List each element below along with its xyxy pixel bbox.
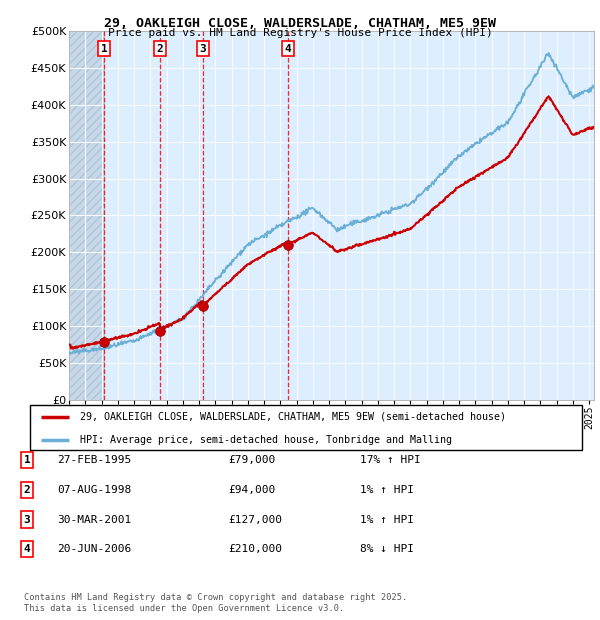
Text: 17% ↑ HPI: 17% ↑ HPI [360,455,421,465]
Text: 4: 4 [23,544,31,554]
Text: 1: 1 [101,43,107,54]
Text: 1: 1 [23,455,31,465]
Text: £94,000: £94,000 [228,485,275,495]
Text: 8% ↓ HPI: 8% ↓ HPI [360,544,414,554]
Text: 1% ↑ HPI: 1% ↑ HPI [360,485,414,495]
Text: 1% ↑ HPI: 1% ↑ HPI [360,515,414,525]
Text: 20-JUN-2006: 20-JUN-2006 [57,544,131,554]
Text: Price paid vs. HM Land Registry's House Price Index (HPI): Price paid vs. HM Land Registry's House … [107,28,493,38]
Text: £210,000: £210,000 [228,544,282,554]
Text: 2: 2 [157,43,163,54]
FancyBboxPatch shape [30,405,582,450]
Bar [203,31,288,400]
Text: £127,000: £127,000 [228,515,282,525]
Text: Contains HM Land Registry data © Crown copyright and database right 2025.
This d: Contains HM Land Registry data © Crown c… [24,593,407,613]
Text: £79,000: £79,000 [228,455,275,465]
Text: 3: 3 [23,515,31,525]
Text: 30-MAR-2001: 30-MAR-2001 [57,515,131,525]
Text: 3: 3 [200,43,206,54]
Text: 29, OAKLEIGH CLOSE, WALDERSLADE, CHATHAM, ME5 9EW (semi-detached house): 29, OAKLEIGH CLOSE, WALDERSLADE, CHATHAM… [80,412,506,422]
Bar [160,31,203,400]
Bar [69,31,104,400]
Text: HPI: Average price, semi-detached house, Tonbridge and Malling: HPI: Average price, semi-detached house,… [80,435,452,445]
Bar [104,31,160,400]
Text: 29, OAKLEIGH CLOSE, WALDERSLADE, CHATHAM, ME5 9EW: 29, OAKLEIGH CLOSE, WALDERSLADE, CHATHAM… [104,17,496,30]
Text: 27-FEB-1995: 27-FEB-1995 [57,455,131,465]
Text: 2: 2 [23,485,31,495]
Text: 4: 4 [284,43,292,54]
Text: 07-AUG-1998: 07-AUG-1998 [57,485,131,495]
